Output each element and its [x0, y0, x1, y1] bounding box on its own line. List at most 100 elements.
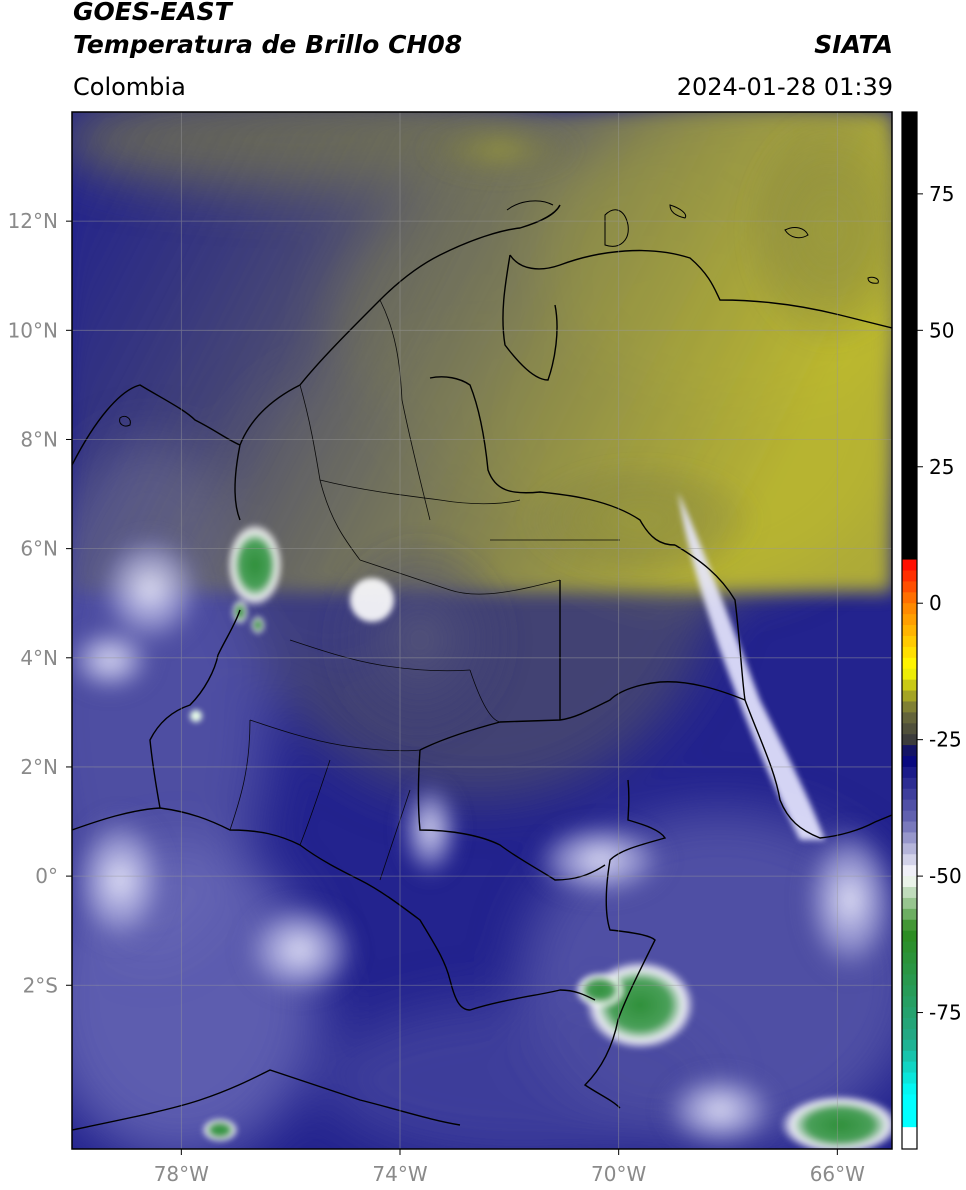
colorbar-band — [902, 439, 917, 451]
colorbar-band — [902, 701, 917, 713]
colorbar-band — [902, 384, 917, 397]
lat-tick-label: 8°N — [20, 427, 58, 451]
colorbar-band — [902, 766, 917, 779]
colorbar-band — [902, 330, 917, 342]
colorbar-band — [902, 319, 917, 331]
colorbar-band — [902, 395, 917, 408]
brightness-temperature-field — [72, 112, 892, 1149]
colorbar-band — [902, 963, 917, 975]
colorbar-band — [902, 788, 917, 801]
colorbar-band — [902, 570, 917, 582]
colorbar-band — [902, 1083, 917, 1096]
lat-tick-label: 10°N — [8, 318, 58, 342]
colorbar-band — [902, 832, 917, 844]
colorbar-tick-label: 25 — [929, 455, 954, 479]
colorbar-band — [902, 188, 917, 200]
map-frame — [71, 111, 893, 1150]
colorbar-band — [902, 133, 917, 146]
colorbar-band — [902, 537, 917, 550]
colorbar-band — [902, 777, 917, 790]
lat-tick-label: 2°S — [23, 973, 58, 997]
colorbar: 75 50 25 0 -25 -50 -75 — [901, 111, 962, 1150]
lon-tick-label: 74°W — [372, 1162, 427, 1186]
colorbar-tick-label: -25 — [929, 728, 962, 752]
colorbar-band — [902, 723, 917, 735]
colorbar-band — [902, 166, 917, 179]
colorbar-band — [902, 843, 917, 855]
colorbar-band — [902, 668, 917, 681]
colorbar-band — [902, 526, 917, 539]
colorbar-band — [902, 242, 917, 255]
country-borders — [72, 204, 892, 1131]
colorbar-band — [902, 308, 917, 320]
department-borders — [229, 299, 620, 881]
colorbar-band — [902, 1028, 917, 1041]
colorbar-band — [902, 679, 917, 692]
colorbar-band — [902, 908, 917, 921]
colorbar-band — [902, 483, 917, 495]
colorbar-band — [902, 712, 917, 724]
colorbar-band — [902, 112, 917, 124]
colorbar-tick-label: 50 — [929, 318, 954, 342]
colorbar-band — [902, 494, 917, 506]
colorbar-band — [902, 177, 917, 190]
colorbar-band — [902, 199, 917, 211]
colorbar-band — [902, 1094, 917, 1106]
agency-label: SIATA — [814, 30, 893, 59]
colorbar-band — [902, 614, 917, 626]
colorbar-band — [902, 657, 917, 670]
colorbar-band — [902, 286, 917, 299]
colorbar-band — [902, 592, 917, 604]
colorbar-band — [902, 581, 917, 593]
colorbar-band — [902, 1072, 917, 1085]
colorbar-band — [902, 646, 917, 659]
colorbar-band — [902, 865, 917, 877]
colorbar-band — [902, 810, 917, 823]
colorbar-band — [902, 1050, 917, 1063]
lon-tick-label: 70°W — [591, 1162, 646, 1186]
timestamp-label: 2024-01-28 01:39 — [676, 73, 893, 101]
colorbar-band — [902, 745, 917, 757]
colorbar-band — [902, 974, 917, 986]
longitude-ticks: 78°W 74°W 70°W 66°W — [154, 1149, 865, 1186]
colorbar-band — [902, 1007, 917, 1019]
colorbar-band — [902, 996, 917, 1008]
graticule — [72, 112, 892, 1149]
colorbar-band — [902, 406, 917, 419]
lon-tick-label: 78°W — [154, 1162, 209, 1186]
colorbar-band — [902, 603, 917, 615]
latitude-ticks: 12°N 10°N 8°N 6°N 4°N 2°N 0° 2°S — [8, 209, 72, 997]
colorbar-band — [902, 854, 917, 866]
colorbar-band — [902, 264, 917, 277]
colorbar-band — [902, 297, 917, 310]
colorbar-band — [902, 1105, 917, 1117]
colorbar-band — [902, 1138, 917, 1150]
product-title: Temperatura de Brillo CH08 — [73, 30, 463, 59]
colorbar-tick-label: -50 — [929, 864, 962, 888]
colorbar-frame — [901, 111, 918, 1150]
colorbar-band — [902, 930, 917, 943]
colorbar-band — [902, 919, 917, 932]
lat-tick-label: 12°N — [8, 209, 58, 233]
colorbar-band — [902, 253, 917, 266]
lat-tick-label: 2°N — [20, 755, 58, 779]
colorbar-band — [902, 352, 917, 364]
satellite-title: GOES-EAST — [73, 0, 232, 26]
colorbar-band — [902, 734, 917, 746]
colorbar-band — [902, 625, 917, 637]
colorbar-band — [902, 635, 917, 648]
colorbar-band — [902, 559, 917, 572]
colorbar-band — [902, 341, 917, 353]
colorbar-band — [902, 941, 917, 954]
coastlines-islands — [119, 200, 879, 427]
colorbar-band — [902, 515, 917, 528]
colorbar-band — [902, 887, 917, 899]
colorbar-band — [902, 122, 917, 135]
colorbar-tick-label: 75 — [929, 182, 954, 206]
colorbar-band — [902, 876, 917, 888]
colorbar-band — [902, 450, 917, 462]
lon-tick-label: 66°W — [810, 1162, 865, 1186]
colorbar-band — [902, 417, 917, 430]
colorbar-band — [902, 756, 917, 768]
lat-tick-label: 6°N — [20, 537, 58, 561]
